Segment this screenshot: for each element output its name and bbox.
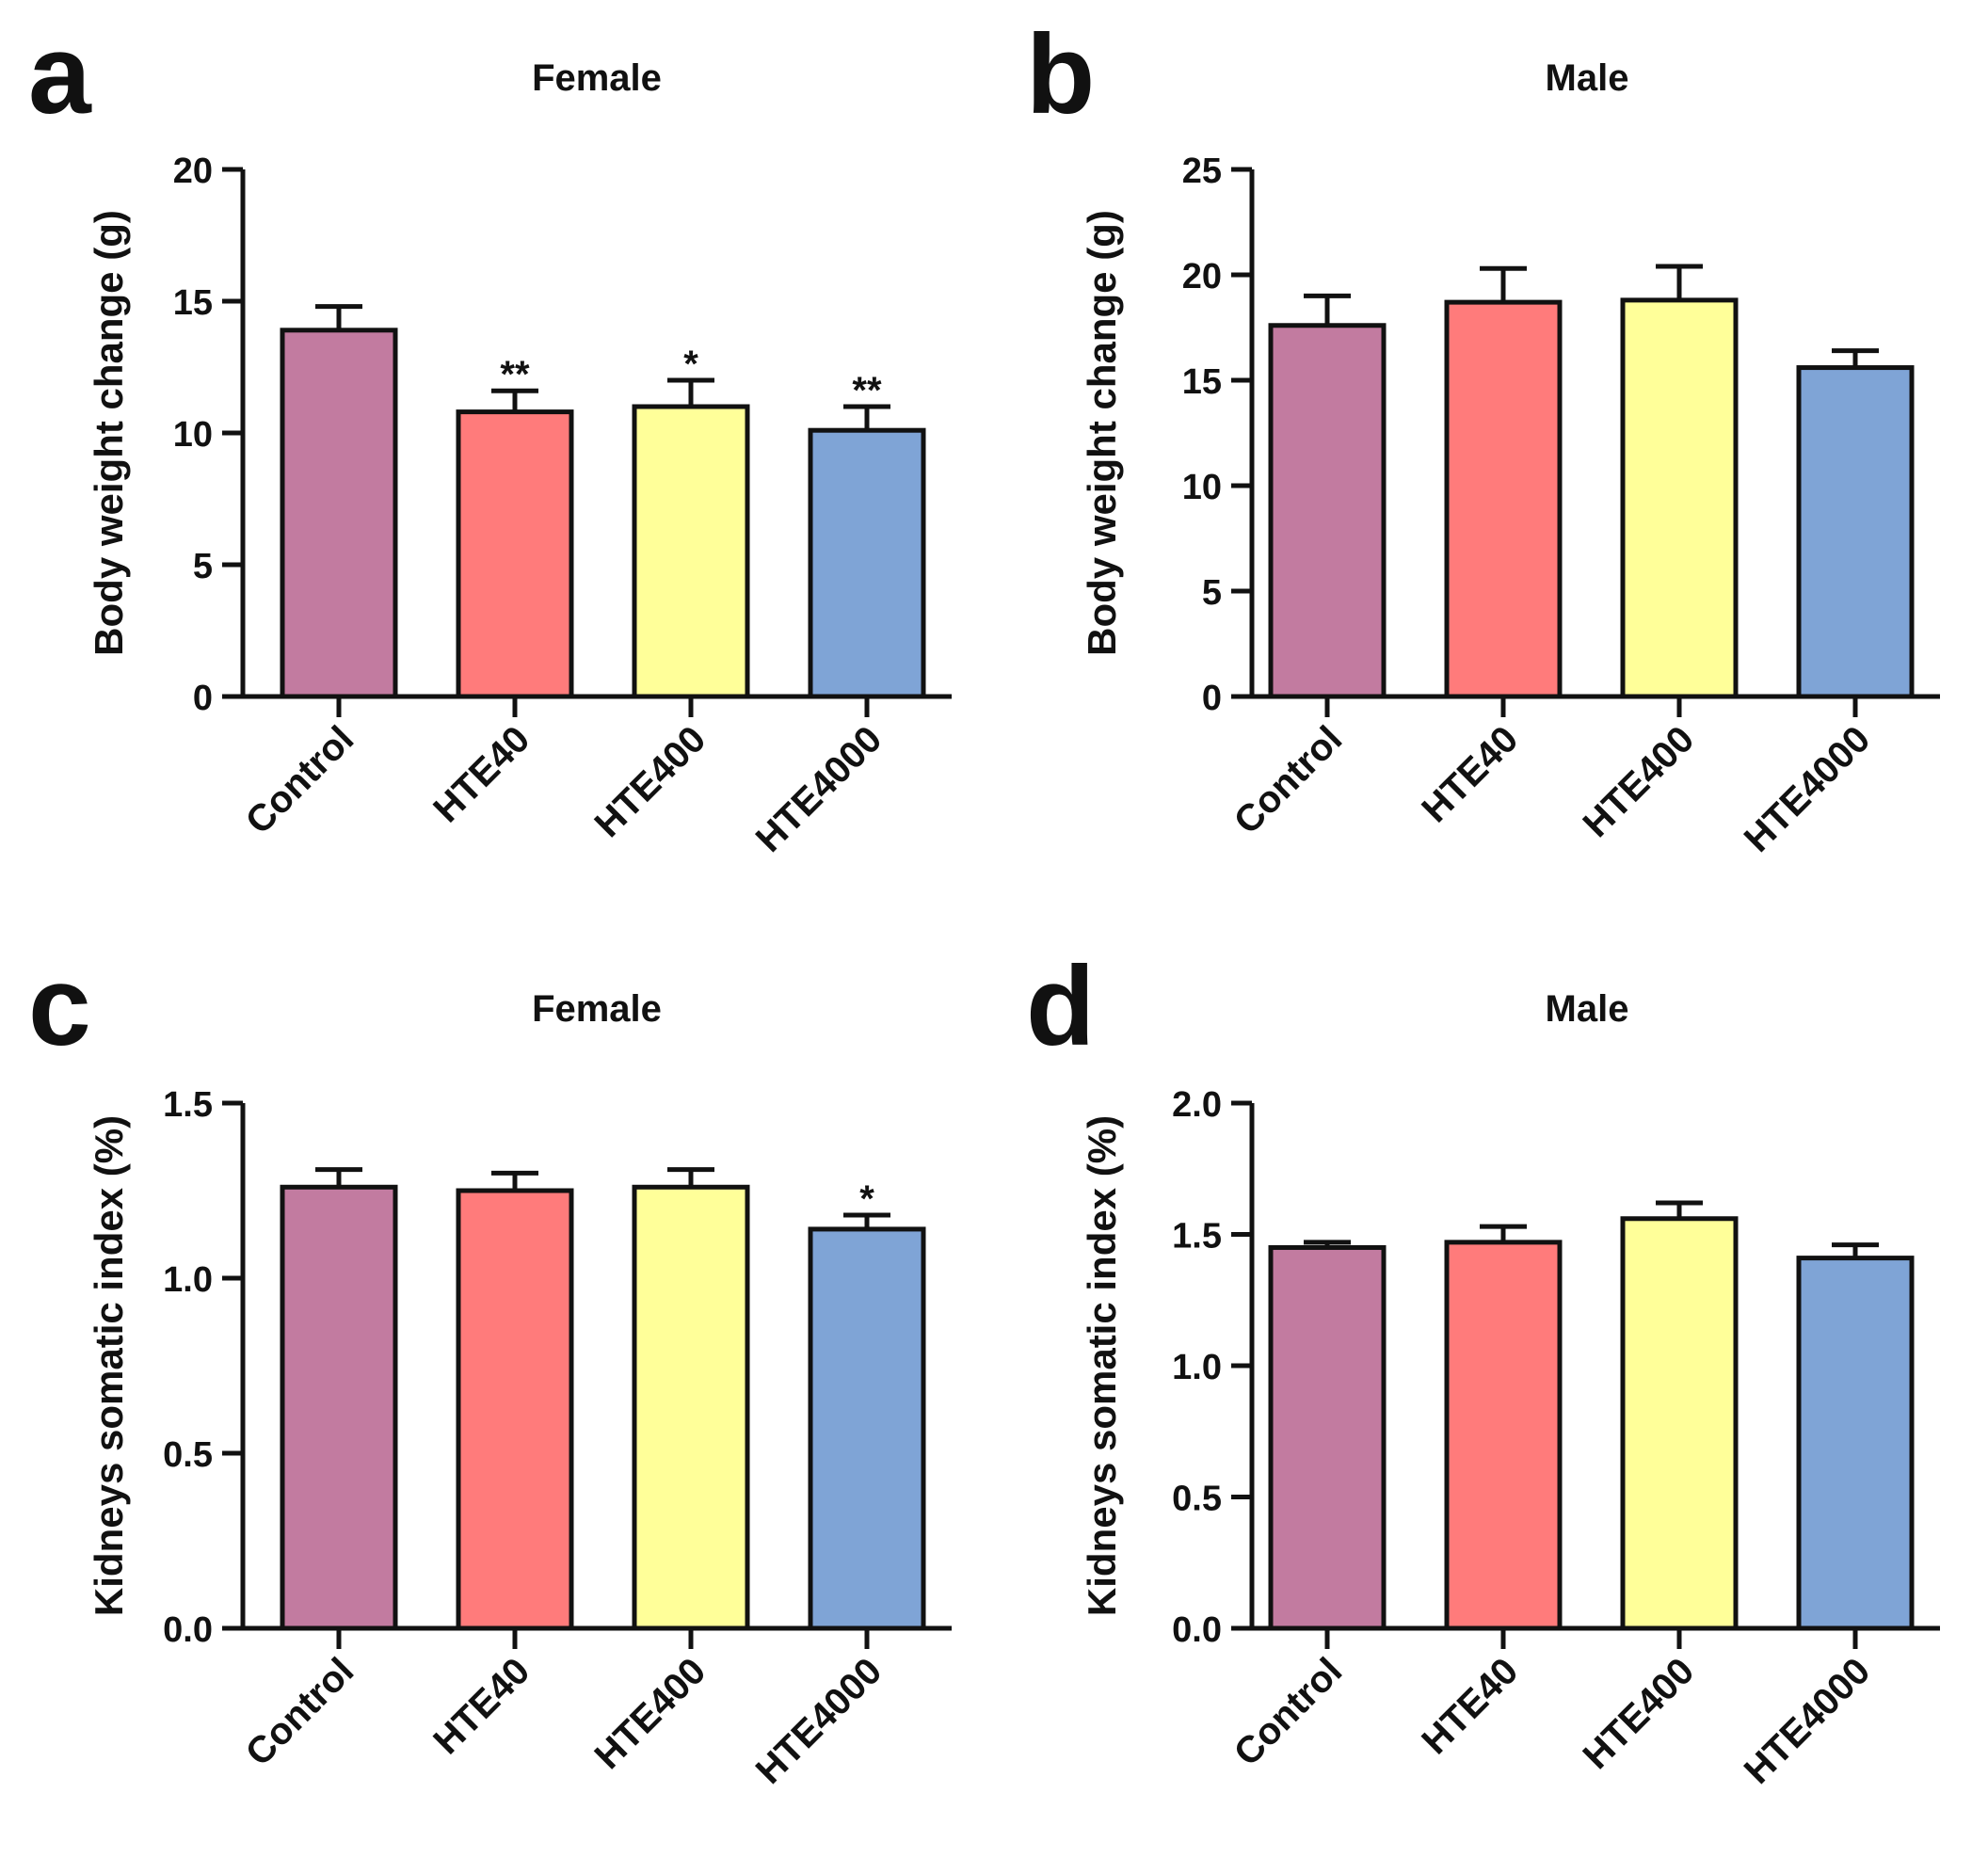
- x-tick-label-hte4000: HTE4000: [1737, 718, 1879, 860]
- panel-letter: c: [28, 943, 91, 1069]
- y-tick-label: 0: [193, 679, 213, 718]
- x-tick-label-control: Control: [1226, 1650, 1351, 1774]
- x-tick-label-hte40: HTE40: [425, 1650, 537, 1762]
- bar-hte40: [1444, 1240, 1563, 1631]
- chart-panel-c: c Female Kidneys somatic index (%) 0.0 0.5 1.…: [28, 943, 952, 1792]
- y-axis-label: Body weight change (g): [1080, 210, 1124, 656]
- significance-marker: *: [683, 344, 698, 385]
- x-tick-label-hte40: HTE40: [1414, 1650, 1526, 1762]
- panel-letter: d: [1026, 943, 1095, 1069]
- y-tick-label: 2.0: [1172, 1085, 1222, 1125]
- y-tick-label: 5: [193, 547, 213, 586]
- y-tick-label: 25: [1182, 152, 1222, 191]
- significance-marker: **: [500, 354, 530, 395]
- bar-hte4000: [808, 1226, 926, 1631]
- bar-hte40: [456, 1188, 574, 1631]
- y-axis-label: Body weight change (g): [87, 210, 131, 656]
- y-tick-label: 1.5: [163, 1085, 213, 1125]
- significance-marker: **: [852, 370, 882, 411]
- chart-panel-a: a Female Body weight change (g) 0 5 10 15 20 Con…: [28, 11, 952, 860]
- y-tick-label: 1.5: [1172, 1217, 1222, 1257]
- bar-hte40: [1444, 299, 1563, 699]
- panel-letter: a: [28, 11, 92, 137]
- x-tick-label-hte4000: HTE4000: [748, 718, 890, 860]
- bar-hte4000: [1796, 365, 1915, 699]
- bar-hte4000: [808, 427, 926, 699]
- chart-title: Male: [1546, 988, 1629, 1030]
- bar-hte400: [632, 1184, 750, 1631]
- y-tick-label: 0: [1202, 679, 1222, 718]
- y-tick-label: 0.5: [1172, 1480, 1222, 1519]
- x-tick-label-hte400: HTE400: [586, 718, 713, 845]
- y-tick-label: 20: [1182, 257, 1222, 296]
- bar-control: [1268, 323, 1387, 699]
- bar-hte40: [456, 409, 574, 699]
- chart-title: Female: [532, 57, 662, 99]
- bar-hte400: [632, 404, 750, 699]
- significance-marker: *: [859, 1178, 874, 1220]
- y-tick-label: 5: [1202, 573, 1222, 613]
- y-tick-label: 0.5: [163, 1435, 213, 1475]
- x-tick-label-hte40: HTE40: [1414, 718, 1526, 830]
- x-tick-label-hte400: HTE400: [586, 1650, 713, 1777]
- bar-hte4000: [1796, 1256, 1915, 1631]
- y-tick-label: 15: [1182, 362, 1222, 402]
- chart-panel-b: b Male Body weight change (g) 0 5 10 15 20 25 Con…: [1026, 11, 1940, 860]
- y-axis-label: Kidneys somatic index (%): [87, 1115, 131, 1616]
- bar-hte400: [1620, 297, 1739, 699]
- x-tick-label-control: Control: [238, 718, 362, 842]
- x-tick-label-hte4000: HTE4000: [748, 1650, 890, 1792]
- y-tick-label: 1.0: [1172, 1348, 1222, 1387]
- x-tick-label-control: Control: [238, 1650, 362, 1774]
- chart-panel-d: d Male Kidneys somatic index (%) 0.0 0.5 1.0 1…: [1026, 943, 1940, 1792]
- y-tick-label: 1.0: [163, 1260, 213, 1300]
- panel-letter: b: [1026, 11, 1095, 137]
- y-tick-label: 20: [173, 152, 213, 191]
- bar-control: [280, 328, 398, 699]
- y-tick-label: 0.0: [1172, 1610, 1222, 1650]
- chart-title: Male: [1546, 57, 1629, 99]
- x-tick-label-hte40: HTE40: [425, 718, 537, 830]
- bar-control: [280, 1184, 398, 1631]
- x-tick-label-hte400: HTE400: [1575, 1650, 1702, 1777]
- y-axis-label: Kidneys somatic index (%): [1080, 1115, 1124, 1616]
- y-tick-label: 10: [173, 415, 213, 455]
- x-tick-label-hte400: HTE400: [1575, 718, 1702, 845]
- chart-title: Female: [532, 988, 662, 1030]
- y-tick-label: 0.0: [163, 1610, 213, 1650]
- x-tick-label-control: Control: [1226, 718, 1351, 842]
- x-tick-label-hte4000: HTE4000: [1737, 1650, 1879, 1792]
- y-tick-label: 15: [173, 283, 213, 323]
- bar-control: [1268, 1244, 1387, 1631]
- bar-hte400: [1620, 1216, 1739, 1631]
- y-tick-label: 10: [1182, 468, 1222, 507]
